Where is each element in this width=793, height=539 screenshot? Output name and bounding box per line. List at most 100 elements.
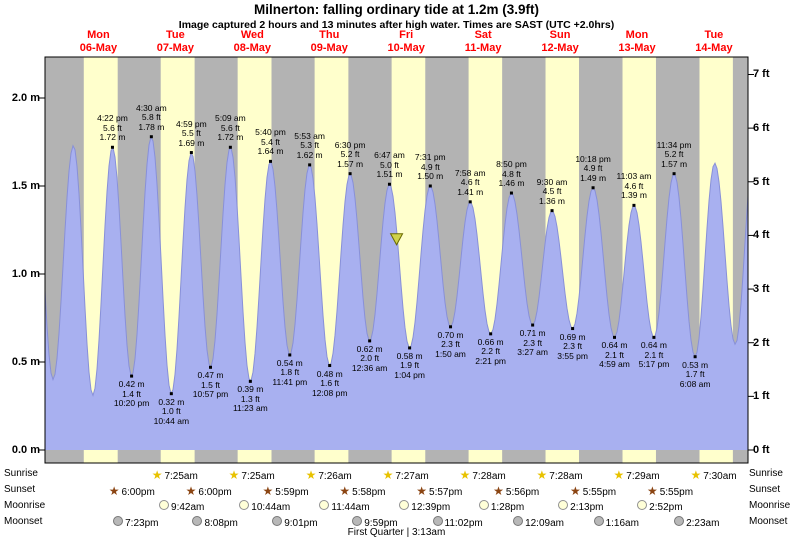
astro-event: 8:08pm [192, 516, 238, 529]
annotation-line: 5.2 ft [340, 149, 360, 160]
astro-event: ★ 7:26am [306, 468, 352, 482]
annotation-line: 5.6 ft [103, 122, 122, 133]
astro-event: ★ 5:57pm [416, 484, 462, 498]
y-axis-label-m: 0.5 m [11, 356, 40, 368]
high-tide-annotation: 7:31 pm 4.9 ft 1.50 m [402, 152, 458, 182]
annotation-line: 1.57 m [337, 158, 364, 169]
astro-event-time: 1:16am [605, 518, 639, 529]
low-tide-point [449, 325, 453, 329]
y-axis-label-ft: 4 ft [753, 229, 770, 242]
astro-event-time: 9:59pm [364, 518, 398, 529]
annotation-line: 2.2 ft [481, 346, 501, 357]
low-tide-point [208, 365, 212, 369]
day-name: Thu [319, 29, 340, 41]
sunrise-star-icon: ★ [151, 468, 163, 482]
high-tide-point [550, 209, 554, 213]
annotation-line: 1.72 m [217, 132, 244, 143]
astro-event-time: 12:39pm [411, 502, 451, 513]
sunset-star-icon: ★ [416, 484, 428, 498]
day-date: 14-May [695, 41, 733, 54]
low-tide-annotation: 0.70 m 2.3 ft 1:50 am [423, 330, 479, 360]
sunrise-star-icon: ★ [613, 468, 625, 482]
annotation-line: 3:55 pm [557, 350, 588, 361]
annotation-line: 1.5 ft [201, 379, 220, 390]
annotation-line: 4.5 ft [542, 186, 562, 197]
low-tide-annotation: 0.54 m 1.8 ft 11:41 pm [262, 358, 318, 388]
annotation-line: 2.3 ft [441, 339, 460, 350]
sunset-star-icon: ★ [108, 484, 120, 498]
high-tide-point [632, 203, 636, 207]
annotation-line: 1.39 m [620, 190, 647, 201]
annotation-line: 0.58 m [396, 350, 423, 361]
low-tide-annotation: 0.64 m 2.1 ft 5:17 pm [626, 341, 682, 370]
annotation-line: 2.0 ft [360, 353, 380, 364]
annotation-line: 1.9 ft [400, 360, 420, 371]
annotation-line: 1.6 ft [320, 378, 340, 389]
annotation-line: 7:58 am [454, 167, 486, 178]
astro-event-time: 1:28pm [490, 502, 525, 513]
astro-event: 1:28pm [478, 500, 525, 513]
sunset-star-icon: ★ [339, 484, 351, 498]
annotation-line: 0.71 m [519, 328, 546, 339]
day-name: Tue [166, 29, 185, 41]
moonset-icon [674, 516, 685, 526]
day-name: Sat [474, 29, 492, 41]
astro-row-label-left: Sunset [4, 484, 36, 495]
annotation-line: 1.36 m [539, 195, 566, 206]
high-tide-point [228, 145, 232, 149]
astro-event-time: 5:56pm [505, 487, 540, 498]
moon-phase-note: First Quarter | 3:13am [347, 527, 446, 538]
annotation-line: 4.6 ft [624, 180, 644, 191]
low-tide-annotation: 0.53 m 1.7 ft 6:08 am [667, 359, 723, 390]
annotation-line: 12:36 am [351, 362, 388, 373]
annotation-line: 1.64 m [257, 146, 284, 157]
high-tide-annotation: 5:40 pm 5.4 ft 1.64 m [242, 128, 298, 157]
high-tide-point [468, 200, 472, 204]
high-tide-annotation: 4:22 pm 5.6 ft 1.72 m [84, 114, 140, 143]
annotation-line: 9:30 am [536, 176, 568, 187]
annotation-line: 4.9 ft [420, 161, 440, 172]
annotation-line: 0.39 m [237, 384, 264, 395]
low-tide-annotation: 0.47 m 1.5 ft 10:57 pm [182, 371, 238, 400]
high-tide-point [149, 135, 153, 139]
annotation-line: 5:53 am [294, 130, 325, 141]
low-tide-point [693, 355, 697, 359]
moonset-icon [593, 516, 604, 526]
astro-event: 12:09am [513, 516, 564, 529]
annotation-line: 2.1 ft [605, 349, 624, 360]
y-axis-label-ft: 7 ft [753, 68, 770, 81]
annotation-line: 1.7 ft [685, 369, 705, 380]
low-tide-annotation: 0.48 m 1.6 ft 12:08 pm [302, 369, 358, 399]
annotation-line: 0.64 m [601, 340, 628, 351]
day-label: Mon 13-May [607, 29, 667, 54]
astro-event-time: 5:55pm [582, 487, 617, 498]
astro-event-time: 5:59pm [275, 487, 309, 498]
annotation-line: 0.62 m [356, 343, 383, 354]
y-axis-label-ft: 3 ft [753, 283, 770, 296]
low-tide-point [408, 346, 412, 350]
day-name: Sun [549, 29, 571, 41]
chart-subtitle: Image captured 2 hours and 13 minutes af… [178, 19, 615, 31]
sunset-star-icon: ★ [262, 484, 274, 498]
annotation-line: 3:27 am [517, 347, 548, 358]
sunrise-star-icon: ★ [459, 468, 471, 482]
astro-event-time: 7:25am [164, 471, 198, 482]
sunrise-star-icon: ★ [305, 468, 317, 482]
astro-event-time: 2:52pm [649, 502, 683, 513]
annotation-line: 5.2 ft [664, 149, 684, 160]
annotation-line: 4.8 ft [501, 168, 521, 179]
astro-event: ★ 5:55pm [647, 484, 693, 498]
low-tide-annotation: 0.69 m 2.3 ft 3:55 pm [545, 332, 601, 362]
day-label: Mon 06-May [68, 29, 128, 54]
astro-row-label-right: Moonrise [749, 500, 791, 511]
moonset-icon [352, 516, 363, 526]
astro-row-label-left: Sunrise [4, 468, 38, 479]
sunset-star-icon: ★ [570, 484, 581, 498]
annotation-line: 0.53 m [682, 359, 709, 370]
low-tide-annotation: 0.71 m 2.3 ft 3:27 am [505, 329, 561, 358]
day-date: 13-May [618, 41, 656, 54]
astro-row-label-right: Moonset [749, 516, 788, 527]
astro-event: ★ 7:28am [537, 468, 583, 482]
day-date: 07-May [156, 41, 195, 54]
